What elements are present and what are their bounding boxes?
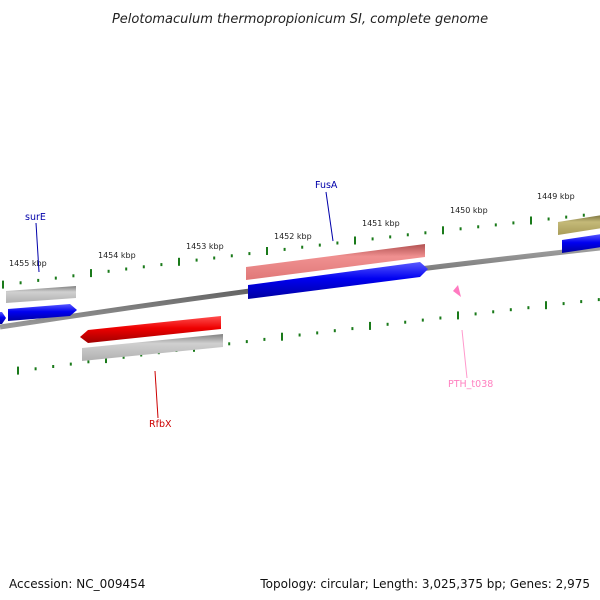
minor-tick <box>565 215 568 219</box>
minor-tick <box>213 256 216 260</box>
trna-feature[interactable] <box>453 285 461 297</box>
minor-tick <box>125 267 128 271</box>
outer-tick-marks <box>2 213 585 289</box>
minor-tick <box>69 362 72 366</box>
callout-line-fusa <box>325 191 334 242</box>
minor-tick <box>527 306 530 310</box>
scale-label-1451: 1451 kbp <box>362 219 400 228</box>
minor-tick <box>34 367 37 371</box>
major-tick <box>281 332 283 341</box>
major-tick <box>105 355 107 364</box>
minor-tick <box>371 237 374 241</box>
gene-bar-right-edge[interactable] <box>558 215 600 235</box>
minor-tick <box>195 258 198 262</box>
minor-tick <box>54 276 57 280</box>
minor-tick <box>52 365 55 368</box>
major-tick <box>442 226 444 235</box>
cds-arrow-sure[interactable] <box>8 304 77 321</box>
minor-tick <box>230 254 233 258</box>
minor-tick <box>336 241 339 245</box>
minor-tick <box>582 213 585 217</box>
accession-text: Accession: NC_009454 <box>9 577 146 591</box>
callout-line-sure <box>35 222 40 273</box>
major-tick <box>178 257 180 266</box>
minor-tick <box>351 327 354 331</box>
cds-arrow-rfbx[interactable] <box>80 316 221 343</box>
minor-tick <box>547 217 550 221</box>
minor-tick <box>580 300 583 304</box>
major-tick <box>457 311 459 320</box>
topology-text: Topology: circular; Length: 3,025,375 bp… <box>260 577 590 591</box>
minor-tick <box>421 318 424 322</box>
minor-tick <box>333 329 336 333</box>
gene-bar-fusa[interactable] <box>246 244 425 280</box>
minor-tick <box>248 252 251 256</box>
gene-label-rfbx[interactable]: RfbX <box>149 419 172 430</box>
major-tick <box>266 247 268 255</box>
major-tick <box>17 366 19 375</box>
minor-tick <box>459 227 462 231</box>
minor-tick <box>19 281 22 285</box>
minor-tick <box>474 312 477 316</box>
minor-tick <box>72 274 75 278</box>
scale-label-1450: 1450 kbp <box>450 206 488 215</box>
callout-line-trna <box>461 329 468 379</box>
minor-tick <box>122 355 125 359</box>
gene-label-fusa[interactable]: FusA <box>315 180 338 191</box>
gene-label-sure[interactable]: surE <box>25 212 46 223</box>
minor-tick <box>509 308 512 312</box>
major-tick <box>369 321 371 330</box>
minor-tick <box>298 333 301 337</box>
minor-tick <box>87 360 90 364</box>
callout-line-rfbx <box>154 370 159 419</box>
minor-tick <box>245 340 248 344</box>
minor-tick <box>263 337 266 341</box>
map-title: Pelotomaculum thermopropionicum SI, comp… <box>112 12 488 27</box>
minor-tick <box>562 302 565 306</box>
major-tick <box>545 301 547 310</box>
minor-tick <box>404 320 407 324</box>
minor-tick <box>160 263 163 267</box>
cds-forward-edge[interactable] <box>0 312 6 324</box>
minor-tick <box>228 342 231 346</box>
minor-tick <box>318 243 321 247</box>
scale-label-1454: 1454 kbp <box>98 251 136 260</box>
minor-tick <box>424 231 427 235</box>
cds-arrow-fusa[interactable] <box>248 262 428 299</box>
minor-tick <box>492 310 495 314</box>
scale-label-1452: 1452 kbp <box>274 232 312 241</box>
gene-label-trna[interactable]: PTH_t038 <box>448 379 493 390</box>
minor-tick <box>301 245 304 249</box>
scale-label-1453: 1453 kbp <box>186 242 224 251</box>
minor-tick <box>406 233 409 237</box>
minor-tick <box>439 316 442 320</box>
major-tick <box>2 280 4 289</box>
minor-tick <box>316 331 319 335</box>
gene-bar-sure[interactable] <box>6 286 76 303</box>
major-tick <box>530 216 532 225</box>
scale-label-1455: 1455 kbp <box>9 259 47 268</box>
scale-label-1449: 1449 kbp <box>537 192 575 201</box>
minor-tick <box>477 225 480 229</box>
minor-tick <box>512 221 515 225</box>
minor-tick <box>389 235 392 239</box>
minor-tick <box>142 265 145 269</box>
minor-tick <box>597 298 600 302</box>
minor-tick <box>37 278 40 282</box>
cds-arrow-right-edge[interactable] <box>562 234 600 253</box>
minor-tick <box>386 322 389 326</box>
gene-bar-rfbx[interactable] <box>82 334 223 361</box>
minor-tick <box>283 247 286 251</box>
minor-tick <box>107 269 110 273</box>
minor-tick <box>494 223 497 227</box>
major-tick <box>354 236 356 245</box>
major-tick <box>90 269 92 278</box>
